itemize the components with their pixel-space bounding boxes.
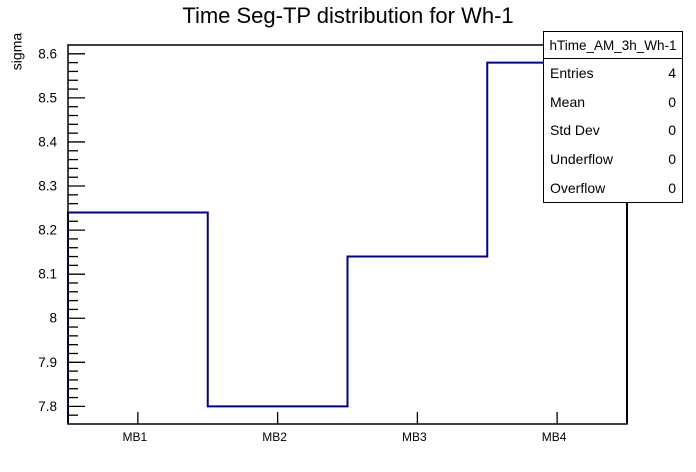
y-tick-label: 8 <box>49 311 57 326</box>
stats-value: 4 <box>668 65 676 82</box>
stats-box-title: hTime_AM_3h_Wh-1 <box>544 32 682 59</box>
stats-row-mean: Mean 0 <box>544 88 682 117</box>
x-tick-label: MB1 <box>123 430 148 444</box>
stats-label: Entries <box>550 65 594 82</box>
y-tick-label: 7.8 <box>38 399 57 414</box>
x-tick-label: MB2 <box>262 430 287 444</box>
plot-frame <box>67 44 628 425</box>
x-tick-label: MB3 <box>402 430 427 444</box>
stats-value: 0 <box>668 179 676 196</box>
y-tick-label: 8.5 <box>38 90 57 105</box>
y-tick-label: 7.9 <box>38 355 57 370</box>
y-tick-label: 8.1 <box>38 267 57 282</box>
stats-label: Overflow <box>550 179 606 196</box>
stats-row-overflow: Overflow 0 <box>544 173 682 202</box>
stats-row-entries: Entries 4 <box>544 59 682 88</box>
stats-row-underflow: Underflow 0 <box>544 145 682 174</box>
y-tick-label: 8.2 <box>38 223 57 238</box>
y-tick-label: 8.4 <box>38 134 57 149</box>
stats-label: Mean <box>550 93 586 110</box>
stats-box: hTime_AM_3h_Wh-1 Entries 4 Mean 0 Std De… <box>543 31 683 203</box>
y-tick-label: 8.6 <box>38 46 57 61</box>
stats-value: 0 <box>668 93 676 110</box>
stats-value: 0 <box>668 122 676 139</box>
stats-label: Underflow <box>550 151 614 168</box>
stats-rows: Entries 4 Mean 0 Std Dev 0 Underflow 0 O… <box>544 59 682 202</box>
y-tick-label: 8.3 <box>38 179 57 194</box>
chart-title: Time Seg-TP distribution for Wh-1 <box>182 3 514 28</box>
stats-row-stddev: Std Dev 0 <box>544 116 682 145</box>
stats-label: Std Dev <box>550 122 600 139</box>
stats-value: 0 <box>668 151 676 168</box>
x-tick-label: MB4 <box>542 430 567 444</box>
